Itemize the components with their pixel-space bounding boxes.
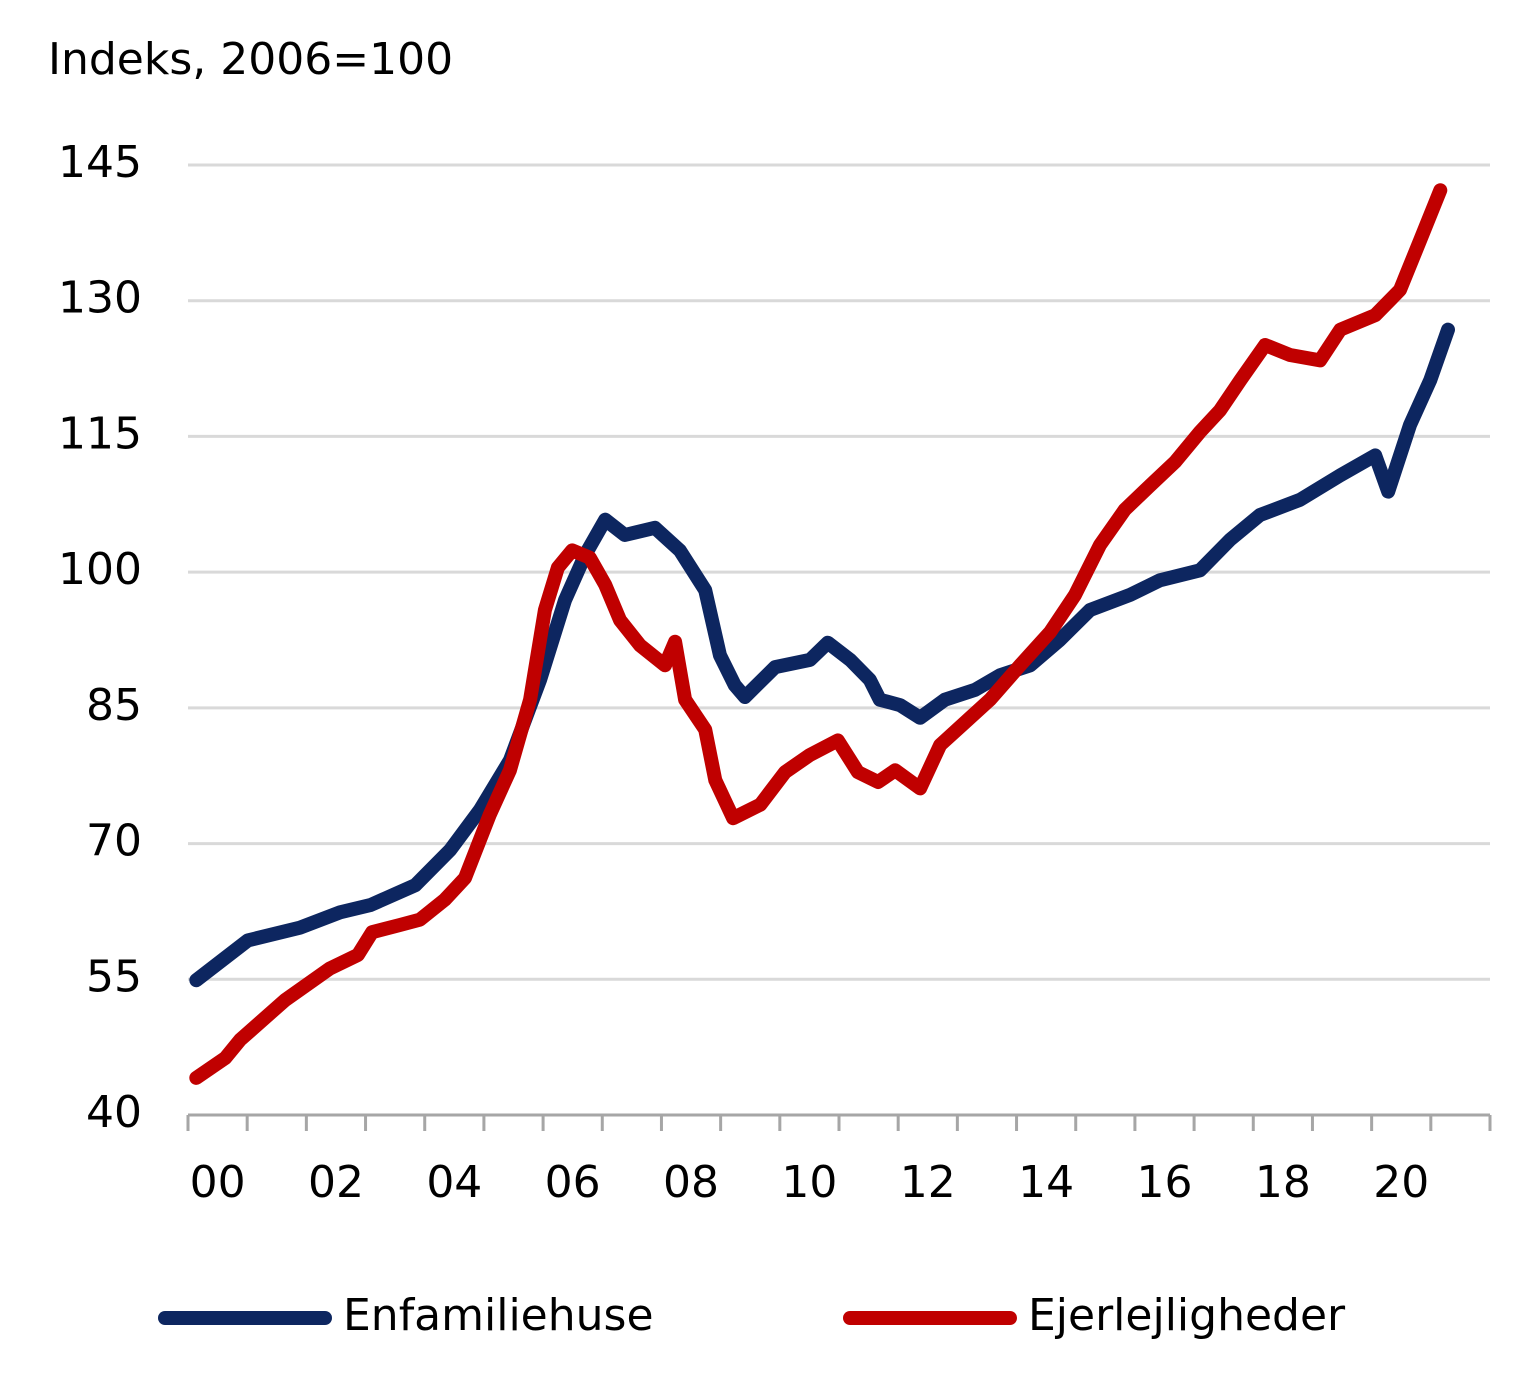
x-tick-label: 00 bbox=[190, 1157, 246, 1208]
series-line bbox=[189, 322, 1455, 988]
x-tick-label: 12 bbox=[900, 1157, 956, 1208]
chart-title: Indeks, 2006=100 bbox=[48, 34, 453, 85]
x-tick-label: 14 bbox=[1018, 1157, 1074, 1208]
legend-label: Enfamiliehuse bbox=[343, 1290, 654, 1341]
x-tick-label: 08 bbox=[663, 1157, 719, 1208]
x-tick-label: 06 bbox=[545, 1157, 601, 1208]
x-tick-label: 04 bbox=[426, 1157, 482, 1208]
y-tick-label: 70 bbox=[86, 816, 142, 867]
legend-label: Ejerlejligheder bbox=[1028, 1290, 1346, 1341]
y-tick-label: 130 bbox=[58, 273, 142, 324]
y-tick-label: 100 bbox=[58, 544, 142, 595]
y-tick-label: 55 bbox=[86, 951, 142, 1002]
x-tick-label: 20 bbox=[1373, 1157, 1429, 1208]
x-tick-label: 18 bbox=[1255, 1157, 1311, 1208]
y-tick-label: 145 bbox=[58, 137, 142, 188]
x-tick-label: 10 bbox=[781, 1157, 837, 1208]
x-tick-label: 02 bbox=[308, 1157, 364, 1208]
series-line bbox=[189, 183, 1448, 1085]
y-tick-label: 40 bbox=[86, 1087, 142, 1138]
x-tick-label: 16 bbox=[1137, 1157, 1193, 1208]
y-tick-label: 85 bbox=[86, 680, 142, 731]
y-tick-label: 115 bbox=[58, 408, 142, 459]
